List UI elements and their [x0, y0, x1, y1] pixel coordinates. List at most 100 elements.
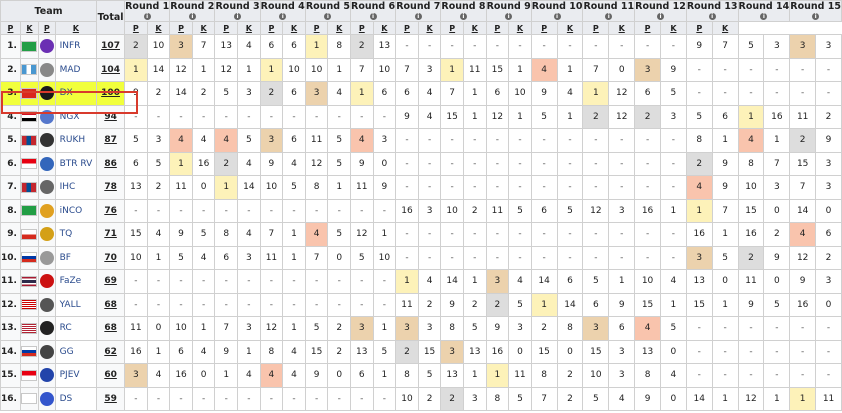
placement-cell: 4 — [349, 128, 374, 153]
gg-logo-icon[interactable] — [39, 344, 54, 359]
kills-cell: 5 — [556, 198, 584, 223]
kills-cell: 10 — [146, 34, 171, 59]
kills-cell: - — [146, 104, 171, 129]
kills-cell: - — [659, 128, 687, 153]
kills-cell: 4 — [191, 245, 216, 270]
tq-logo-icon[interactable] — [39, 227, 54, 242]
team-name-link[interactable]: PJEV — [54, 363, 98, 388]
team-name-link[interactable]: BF — [54, 245, 98, 270]
placement-cell: 5 — [304, 316, 329, 341]
kills-cell: - — [191, 386, 216, 411]
kills-cell: - — [282, 198, 306, 223]
team-name-link[interactable]: iNCO — [54, 198, 98, 223]
ngx-logo-icon[interactable] — [39, 109, 54, 124]
info-icon[interactable]: i — [553, 13, 561, 20]
placement-cell: 1 — [304, 34, 329, 59]
pjev-logo-icon[interactable] — [39, 368, 54, 383]
placement-subheader: P — [349, 21, 374, 35]
team-name-link[interactable]: YALL — [54, 292, 98, 317]
placement-cell: - — [685, 81, 713, 106]
team-name-link[interactable]: RC — [54, 316, 98, 341]
info-icon[interactable]: i — [234, 13, 242, 20]
kills-cell: 0 — [711, 269, 739, 294]
team-name-link[interactable]: DX — [54, 81, 98, 106]
kills-cell: - — [237, 386, 261, 411]
info-icon[interactable]: i — [188, 13, 196, 20]
kills-cell: 5 — [508, 198, 532, 223]
mad-logo-icon[interactable] — [39, 62, 54, 77]
team-name-link[interactable]: IHC — [54, 175, 98, 200]
ds-logo-icon[interactable] — [39, 391, 54, 406]
info-icon[interactable]: i — [708, 13, 716, 20]
rank-cell: 6. — [0, 151, 21, 176]
placement-cell: - — [349, 292, 374, 317]
placement-cell: 11 — [304, 128, 329, 153]
placement-cell: 9 — [214, 339, 239, 364]
team-name-link[interactable]: RUKH — [54, 128, 98, 153]
placement-cell: - — [214, 386, 239, 411]
placement-cell: - — [685, 339, 713, 364]
kills-cell: - — [711, 363, 739, 388]
btr-logo-icon[interactable] — [39, 156, 54, 171]
kills-cell: - — [146, 386, 171, 411]
placement-cell: 3 — [582, 316, 610, 341]
kills-cell: 2 — [556, 386, 584, 411]
bf-logo-icon[interactable] — [39, 250, 54, 265]
kills-cell: - — [508, 222, 532, 247]
info-icon[interactable]: i — [143, 13, 151, 20]
kills-cell: 1 — [659, 292, 687, 317]
kills-cell: - — [417, 128, 442, 153]
inco-logo-icon[interactable] — [39, 203, 54, 218]
placement-cell: - — [737, 57, 765, 82]
kills-cell: - — [237, 198, 261, 223]
kills-cell: 1 — [556, 57, 584, 82]
info-icon[interactable]: i — [279, 13, 287, 20]
country-flag-cell — [19, 34, 39, 59]
kills-cell: - — [659, 222, 687, 247]
team-name-link[interactable]: MAD — [54, 57, 98, 82]
country-flag-cell — [19, 151, 39, 176]
placement-cell: 9 — [789, 269, 817, 294]
info-icon[interactable]: i — [505, 13, 513, 20]
team-name-link[interactable]: INFR — [54, 34, 98, 59]
team-name-link[interactable]: NGX — [54, 104, 98, 129]
placement-cell: 15 — [737, 198, 765, 223]
rc-logo-icon[interactable] — [39, 321, 54, 336]
info-icon[interactable]: i — [760, 13, 768, 20]
info-icon[interactable]: i — [459, 13, 467, 20]
infr-logo-icon[interactable] — [39, 39, 54, 54]
info-icon[interactable]: i — [369, 13, 377, 20]
kills-cell: 0 — [146, 316, 171, 341]
kills-cell: 12 — [608, 81, 636, 106]
kills-cell: 1 — [659, 198, 687, 223]
team-name-link[interactable]: DS — [54, 386, 98, 411]
kills-cell: - — [659, 34, 687, 59]
team-name-link[interactable]: GG — [54, 339, 98, 364]
placement-cell: 9 — [395, 104, 419, 129]
yall-logo-icon[interactable] — [39, 297, 54, 312]
placement-cell: 6 — [582, 292, 610, 317]
dx-logo-icon[interactable] — [39, 86, 54, 101]
placement-cell: 6 — [395, 81, 419, 106]
kills-cell: 3 — [417, 316, 442, 341]
team-logo-cell — [37, 363, 56, 388]
team-name-link[interactable]: BTR RV — [54, 151, 98, 176]
info-icon[interactable]: i — [656, 13, 664, 20]
info-icon[interactable]: i — [812, 13, 820, 20]
kills-cell: 5 — [372, 339, 397, 364]
info-icon[interactable]: i — [324, 13, 332, 20]
kills-cell: - — [608, 175, 636, 200]
faze-logo-icon[interactable] — [39, 274, 54, 289]
rukh-logo-icon[interactable] — [39, 133, 54, 148]
team-name-link[interactable]: FaZe — [54, 269, 98, 294]
kills-cell: - — [462, 222, 487, 247]
team-name-link[interactable]: TQ — [54, 222, 98, 247]
info-icon[interactable]: i — [605, 13, 613, 20]
placement-cell: 16 — [395, 198, 419, 223]
kills-cell: - — [372, 104, 397, 129]
placement-cell: - — [214, 269, 239, 294]
ihc-logo-icon[interactable] — [39, 180, 54, 195]
kills-cell: - — [282, 104, 306, 129]
info-icon[interactable]: i — [414, 13, 422, 20]
kills-cell: - — [191, 269, 216, 294]
